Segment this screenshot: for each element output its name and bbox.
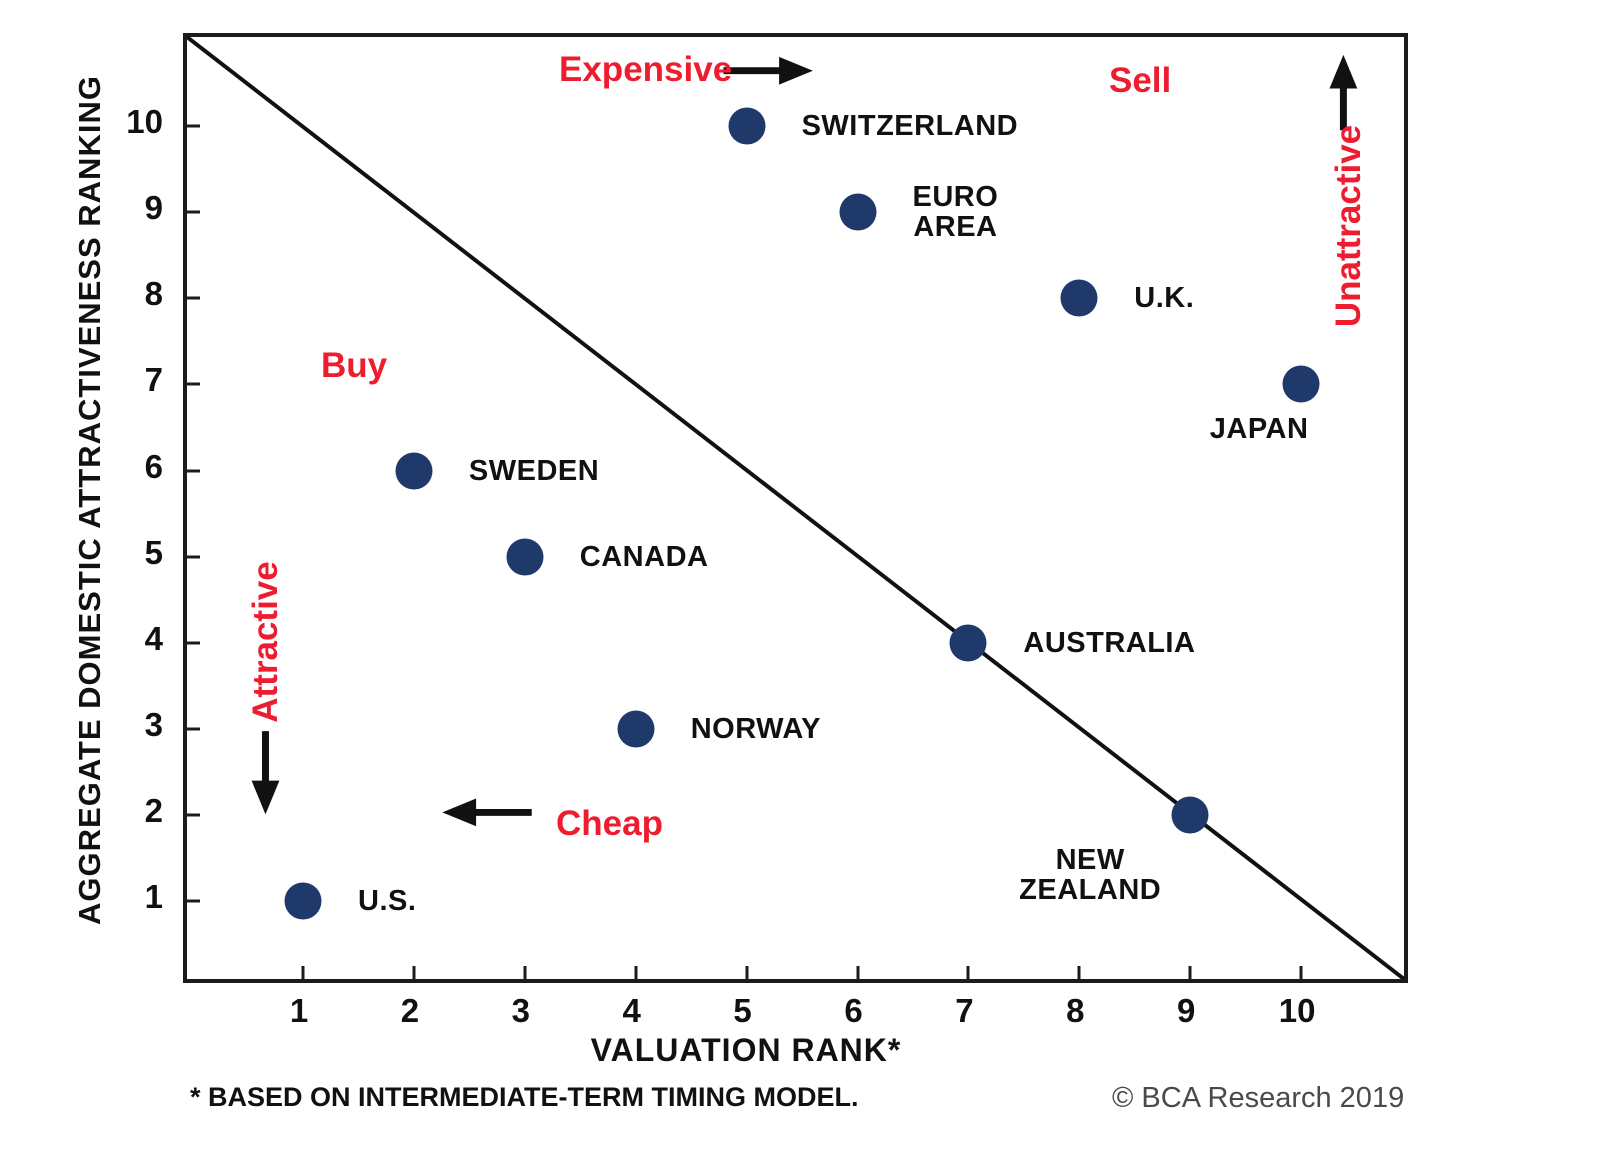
point-label-uk: U.K.	[1134, 282, 1195, 315]
point-dot-euro-area	[839, 193, 876, 231]
x-tick-label-7: 7	[955, 992, 974, 1029]
x-axis-title: VALUATION RANK*	[590, 1032, 902, 1068]
point-dot-australia	[949, 624, 987, 662]
x-tick-mark-3	[523, 966, 527, 979]
point-label-norway: NORWAY	[690, 712, 822, 745]
y-tick-mark-3	[187, 727, 200, 731]
point-dot-uk	[1060, 279, 1098, 317]
annotation-expensive: Expensive	[559, 50, 733, 89]
y-tick-mark-5	[187, 555, 200, 559]
point-dot-canada	[506, 538, 544, 576]
y-tick-label-7: 7	[144, 361, 163, 399]
y-tick-label-9: 9	[144, 189, 163, 227]
plot-area: Expensive Sell Unattractive Buy Attracti…	[183, 33, 1408, 983]
annotation-sell: Sell	[1109, 61, 1172, 100]
x-tick-label-4: 4	[622, 992, 641, 1029]
y-tick-mark-4	[187, 641, 200, 645]
x-tick-label-8: 8	[1066, 992, 1085, 1029]
footnote: * BASED ON INTERMEDIATE-TERM TIMING MODE…	[190, 1082, 859, 1112]
point-dot-us	[284, 882, 322, 920]
annotation-cheap: Cheap	[556, 804, 663, 843]
point-label-euro-area: EURO AREA	[912, 181, 999, 244]
y-tick-label-3: 3	[144, 705, 163, 743]
point-dot-switzerland	[728, 107, 766, 145]
y-tick-mark-1	[187, 899, 200, 903]
x-tick-mark-2	[412, 966, 416, 979]
point-label-us: U.S.	[358, 885, 417, 917]
annotation-unattractive: Unattractive	[1329, 124, 1368, 328]
point-label-australia: AUSTRALIA	[1023, 626, 1196, 659]
point-label-japan: JAPAN	[1209, 413, 1309, 446]
y-tick-mark-10	[187, 124, 200, 128]
x-tick-mark-7	[966, 966, 970, 979]
x-tick-label-9: 9	[1177, 992, 1196, 1029]
x-tick-mark-9	[1188, 966, 1192, 979]
point-label-sweden: SWEDEN	[468, 454, 600, 487]
y-tick-label-6: 6	[144, 447, 163, 485]
y-tick-label-2: 2	[144, 791, 163, 829]
point-dot-new-zealand	[1171, 796, 1209, 834]
x-tick-mark-5	[745, 966, 749, 979]
x-tick-label-2: 2	[400, 992, 420, 1029]
y-tick-mark-2	[187, 813, 200, 817]
x-tick-mark-10	[1299, 966, 1303, 979]
x-tick-label-10: 10	[1278, 992, 1316, 1029]
y-tick-mark-8	[187, 296, 200, 300]
x-tick-mark-8	[1077, 966, 1081, 979]
annotation-buy: Buy	[321, 346, 388, 385]
y-tick-label-5: 5	[144, 533, 163, 571]
copyright: © BCA Research 2019	[1112, 1082, 1405, 1114]
point-dot-japan	[1282, 365, 1320, 403]
x-tick-label-3: 3	[511, 992, 530, 1029]
y-tick-mark-6	[187, 469, 200, 472]
y-tick-label-8: 8	[144, 275, 163, 313]
y-tick-label-10: 10	[126, 103, 163, 141]
x-tick-label-6: 6	[844, 992, 863, 1029]
point-dot-sweden	[395, 452, 433, 489]
point-dot-norway	[617, 710, 655, 748]
point-label-switzerland: SWITZERLAND	[801, 110, 1019, 143]
annotation-attractive: Attractive	[246, 561, 285, 723]
plot-overlay	[187, 37, 1404, 979]
x-tick-mark-1	[301, 966, 305, 979]
x-tick-mark-4	[634, 966, 638, 979]
y-tick-mark-7	[187, 382, 200, 386]
x-tick-mark-6	[856, 966, 859, 979]
point-label-new-zealand: NEW ZEALAND	[1019, 843, 1162, 906]
x-tick-label-5: 5	[733, 992, 752, 1029]
y-tick-label-4: 4	[144, 619, 163, 657]
y-tick-label-1: 1	[144, 878, 163, 915]
diagonal-line	[187, 37, 1404, 979]
x-tick-label-1: 1	[289, 992, 309, 1029]
y-tick-mark-9	[187, 210, 200, 214]
point-label-canada: CANADA	[579, 540, 709, 573]
